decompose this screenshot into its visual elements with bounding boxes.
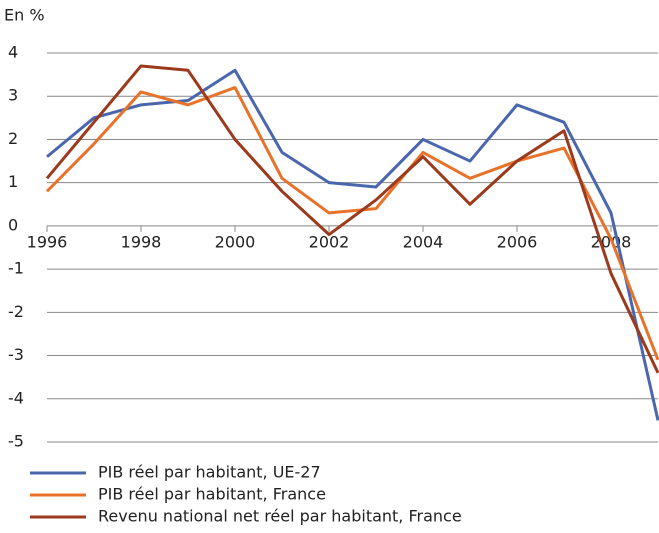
y-tick-label: 2 — [8, 129, 18, 148]
legend-label: PIB réel par habitant, France — [98, 485, 326, 504]
y-tick-label: -3 — [8, 345, 24, 364]
y-tick-label: -5 — [8, 432, 24, 451]
y-tick-label: -4 — [8, 388, 24, 407]
x-tick-label: 1998 — [121, 232, 162, 251]
x-tick-label: 2000 — [215, 232, 256, 251]
x-tick-label: 2004 — [403, 232, 444, 251]
series-line — [46, 68, 659, 421]
y-tick-label: 3 — [8, 86, 18, 105]
series-line — [45, 86, 659, 361]
x-tick-label: 2002 — [309, 232, 350, 251]
legend-label: Revenu national net réel par habitant, F… — [98, 507, 462, 526]
series-line — [45, 64, 659, 374]
y-tick-label: 0 — [8, 215, 18, 234]
y-tick-label: 4 — [8, 43, 18, 62]
y-tick-label: -2 — [8, 302, 24, 321]
x-tick-label: 2006 — [497, 232, 538, 251]
y-axis-label: En % — [4, 6, 45, 25]
y-tick-label: -1 — [8, 259, 24, 278]
x-tick-label: 1996 — [27, 232, 68, 251]
legend-label: PIB réel par habitant, UE-27 — [98, 463, 321, 482]
y-tick-label: 1 — [8, 172, 18, 191]
